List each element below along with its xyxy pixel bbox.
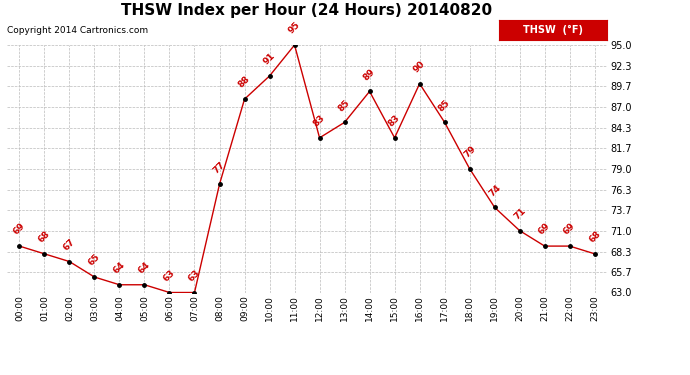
- Text: 89: 89: [362, 67, 377, 82]
- Text: 85: 85: [437, 98, 452, 113]
- Text: 79: 79: [462, 144, 477, 159]
- Text: 85: 85: [337, 98, 352, 113]
- Text: 77: 77: [212, 159, 227, 175]
- Text: 64: 64: [112, 260, 127, 276]
- Text: 65: 65: [87, 252, 102, 268]
- Text: 95: 95: [287, 20, 302, 36]
- Text: 69: 69: [12, 222, 27, 237]
- Text: 83: 83: [312, 113, 327, 129]
- Text: 64: 64: [137, 260, 152, 276]
- Text: 74: 74: [487, 183, 502, 198]
- Text: 68: 68: [587, 230, 602, 244]
- Text: 69: 69: [562, 222, 578, 237]
- Text: 67: 67: [62, 237, 77, 252]
- Text: Copyright 2014 Cartronics.com: Copyright 2014 Cartronics.com: [7, 26, 148, 35]
- Text: 68: 68: [37, 230, 52, 244]
- Text: 63: 63: [187, 268, 202, 283]
- Text: 69: 69: [537, 222, 552, 237]
- Text: 71: 71: [512, 206, 527, 221]
- Text: 63: 63: [162, 268, 177, 283]
- Title: THSW Index per Hour (24 Hours) 20140820: THSW Index per Hour (24 Hours) 20140820: [121, 3, 493, 18]
- Text: 90: 90: [412, 59, 427, 74]
- Text: 91: 91: [262, 51, 277, 67]
- Text: 83: 83: [387, 113, 402, 129]
- Text: 88: 88: [237, 75, 252, 90]
